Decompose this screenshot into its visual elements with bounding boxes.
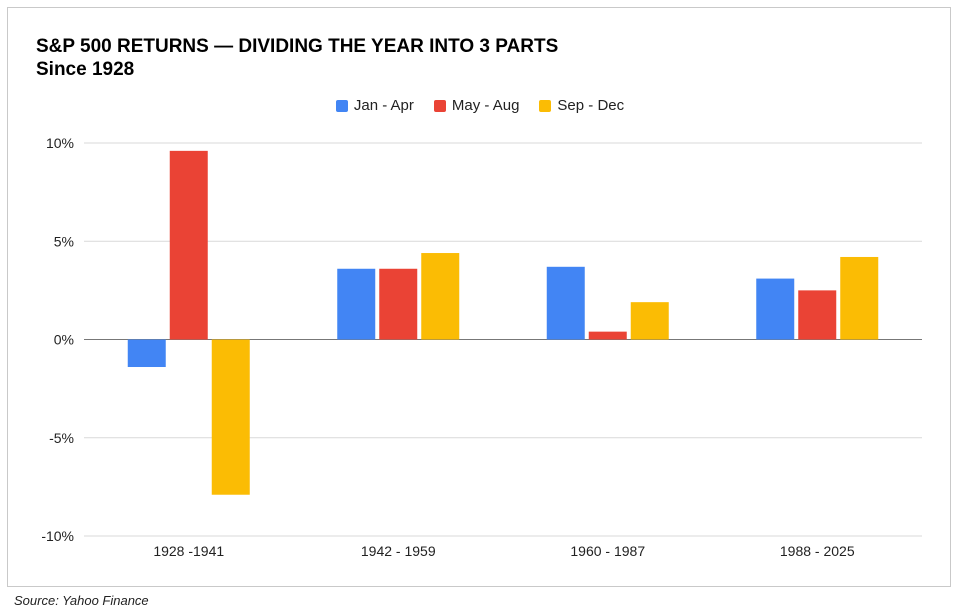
legend-label-jan-apr: Jan - Apr <box>353 97 414 114</box>
source-note: Source: Yahoo Finance <box>14 593 149 608</box>
chart-subtitle: Since 1928 <box>36 59 135 80</box>
chart-title: S&P 500 RETURNS — DIVIDING THE YEAR INTO… <box>36 36 559 57</box>
legend-item-jan-apr: Jan - Apr <box>335 97 414 114</box>
x-tick-label: 1988 - 2025 <box>780 543 855 559</box>
legend-item-sep-dec: Sep - Dec <box>539 97 624 114</box>
x-tick-label: 1942 - 1959 <box>361 543 436 559</box>
bar-jan-apr-0 <box>127 339 166 368</box>
legend-label-sep-dec: Sep - Dec <box>557 97 625 114</box>
bar-may-aug-3 <box>798 290 837 340</box>
bar-sep-dec-2 <box>630 302 669 340</box>
y-tick-label: 5% <box>54 233 74 249</box>
bar-jan-apr-2 <box>546 266 585 340</box>
legend-item-may-aug: May - Aug <box>433 97 520 114</box>
legend-swatch-sep-dec <box>539 99 552 112</box>
legend-label-may-aug: May - Aug <box>451 97 520 114</box>
bar-sep-dec-0 <box>211 339 250 495</box>
bar-sep-dec-3 <box>840 256 879 340</box>
y-tick-label: -5% <box>49 430 74 446</box>
bar-jan-apr-3 <box>756 278 795 340</box>
y-tick-label: 10% <box>46 135 74 151</box>
chart-legend: Jan - Apr May - Aug Sep - Dec <box>0 97 960 114</box>
legend-swatch-jan-apr <box>335 99 348 112</box>
bar-may-aug-0 <box>169 150 208 340</box>
bar-may-aug-2 <box>588 331 627 340</box>
x-tick-label: 1960 - 1987 <box>570 543 645 559</box>
y-tick-label: -10% <box>41 528 74 544</box>
bar-jan-apr-1 <box>337 268 376 340</box>
bar-sep-dec-1 <box>421 253 460 340</box>
bar-may-aug-1 <box>379 268 418 340</box>
x-tick-label: 1928 -1941 <box>153 543 224 559</box>
legend-swatch-may-aug <box>433 99 446 112</box>
y-tick-label: 0% <box>54 332 74 348</box>
